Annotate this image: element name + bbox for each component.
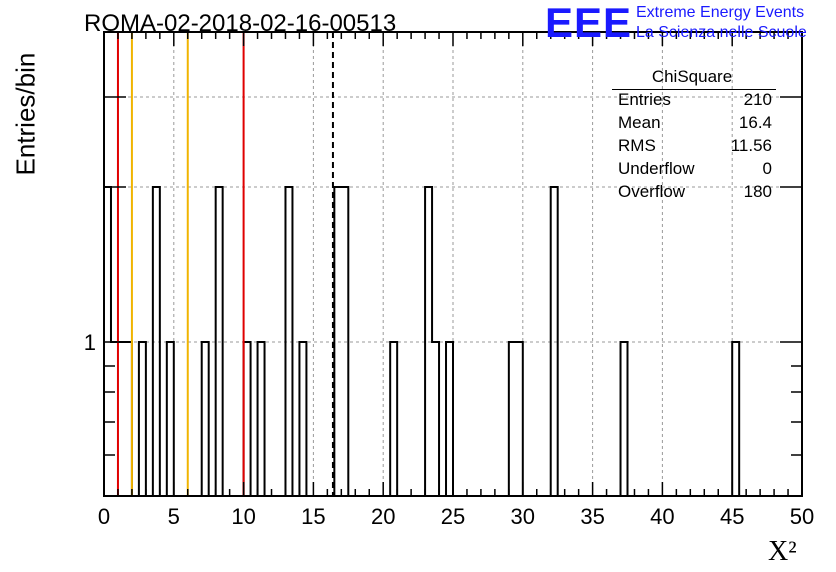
x-tick-label: 30: [511, 504, 535, 529]
stats-value: 0: [762, 159, 772, 178]
stats-label: Mean: [618, 113, 661, 132]
histogram-bars: [103, 186, 802, 497]
stats-row: Entries 210: [618, 88, 772, 111]
stats-value: 11.56: [730, 136, 772, 155]
x-tick-label: 45: [720, 504, 744, 529]
stats-row: Mean 16.4: [618, 111, 772, 134]
histogram-bin: [509, 342, 516, 496]
stats-box: ChiSquare Entries 210 Mean 16.4 RMS 11.56 Unde…: [612, 66, 776, 203]
axis-ticks: 0 5 10 15 20 25 30 35 40 45 50 1: [84, 32, 814, 529]
x-tick-label: 20: [371, 504, 395, 529]
x-tick-label: 10: [231, 504, 255, 529]
histogram-bin: [516, 342, 523, 496]
y-axis-label: Entries/bin: [10, 52, 41, 176]
histogram-bin: [732, 342, 739, 496]
stats-value: 180: [743, 182, 772, 201]
stats-separator: [612, 89, 776, 90]
eee-logo: EEE: [545, 0, 633, 46]
x-tick-label: 25: [441, 504, 465, 529]
logo-line-2: La Scienza nelle Scuole: [636, 24, 807, 41]
stats-row: Overflow 180: [618, 180, 772, 203]
stats-row: RMS 11.56: [618, 134, 772, 157]
stats-label: Entries: [618, 90, 671, 109]
reference-lines: [116, 32, 334, 496]
x-tick-label: 0: [98, 504, 110, 529]
histogram-bin: [390, 342, 397, 496]
stats-label: Underflow: [618, 159, 695, 178]
histogram-bin: [299, 342, 306, 496]
x-axis-label: X²: [768, 536, 797, 567]
stats-value: 210: [743, 90, 772, 109]
stats-label: RMS: [618, 136, 656, 155]
stats-value: 16.4: [738, 113, 772, 132]
histogram-bin: [139, 342, 146, 496]
histogram-bin: [202, 342, 209, 496]
x-tick-label: 15: [301, 504, 325, 529]
histogram-bin: [621, 342, 628, 496]
histogram-bin: [446, 342, 453, 496]
histogram-bin: [167, 342, 174, 496]
histogram-bin: [118, 342, 125, 496]
histogram-bin: [432, 342, 439, 496]
histogram-bin: [111, 342, 118, 496]
y-tick-label: 1: [84, 330, 96, 355]
stats-rows: Entries 210 Mean 16.4 RMS 11.56 Underflow 0 Over…: [612, 88, 772, 203]
histogram-bin: [258, 342, 265, 496]
stats-label: Overflow: [618, 182, 686, 201]
histogram-bin: [244, 342, 251, 496]
histogram-outline: [103, 186, 802, 497]
x-tick-label: 35: [580, 504, 604, 529]
x-tick-label: 50: [790, 504, 814, 529]
stats-row: Underflow 0: [618, 157, 772, 180]
histogram-bin: [125, 342, 132, 496]
logo-line-1: Extreme Energy Events: [636, 4, 805, 21]
x-tick-label: 40: [650, 504, 674, 529]
chart-title: ROMA-02-2018-02-16-00513: [84, 10, 397, 37]
stats-title: ChiSquare: [651, 67, 733, 86]
x-tick-label: 5: [168, 504, 180, 529]
